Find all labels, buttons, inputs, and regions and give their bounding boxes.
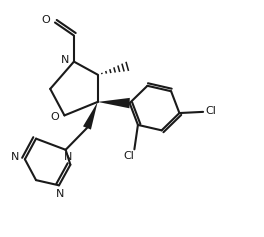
Polygon shape — [83, 102, 98, 130]
Text: N: N — [64, 152, 73, 162]
Text: Cl: Cl — [205, 106, 216, 116]
Text: N: N — [11, 152, 19, 162]
Polygon shape — [98, 98, 130, 108]
Text: N: N — [56, 189, 64, 199]
Text: O: O — [51, 112, 59, 122]
Text: N: N — [61, 55, 69, 65]
Text: Cl: Cl — [123, 151, 134, 161]
Text: O: O — [42, 15, 50, 25]
